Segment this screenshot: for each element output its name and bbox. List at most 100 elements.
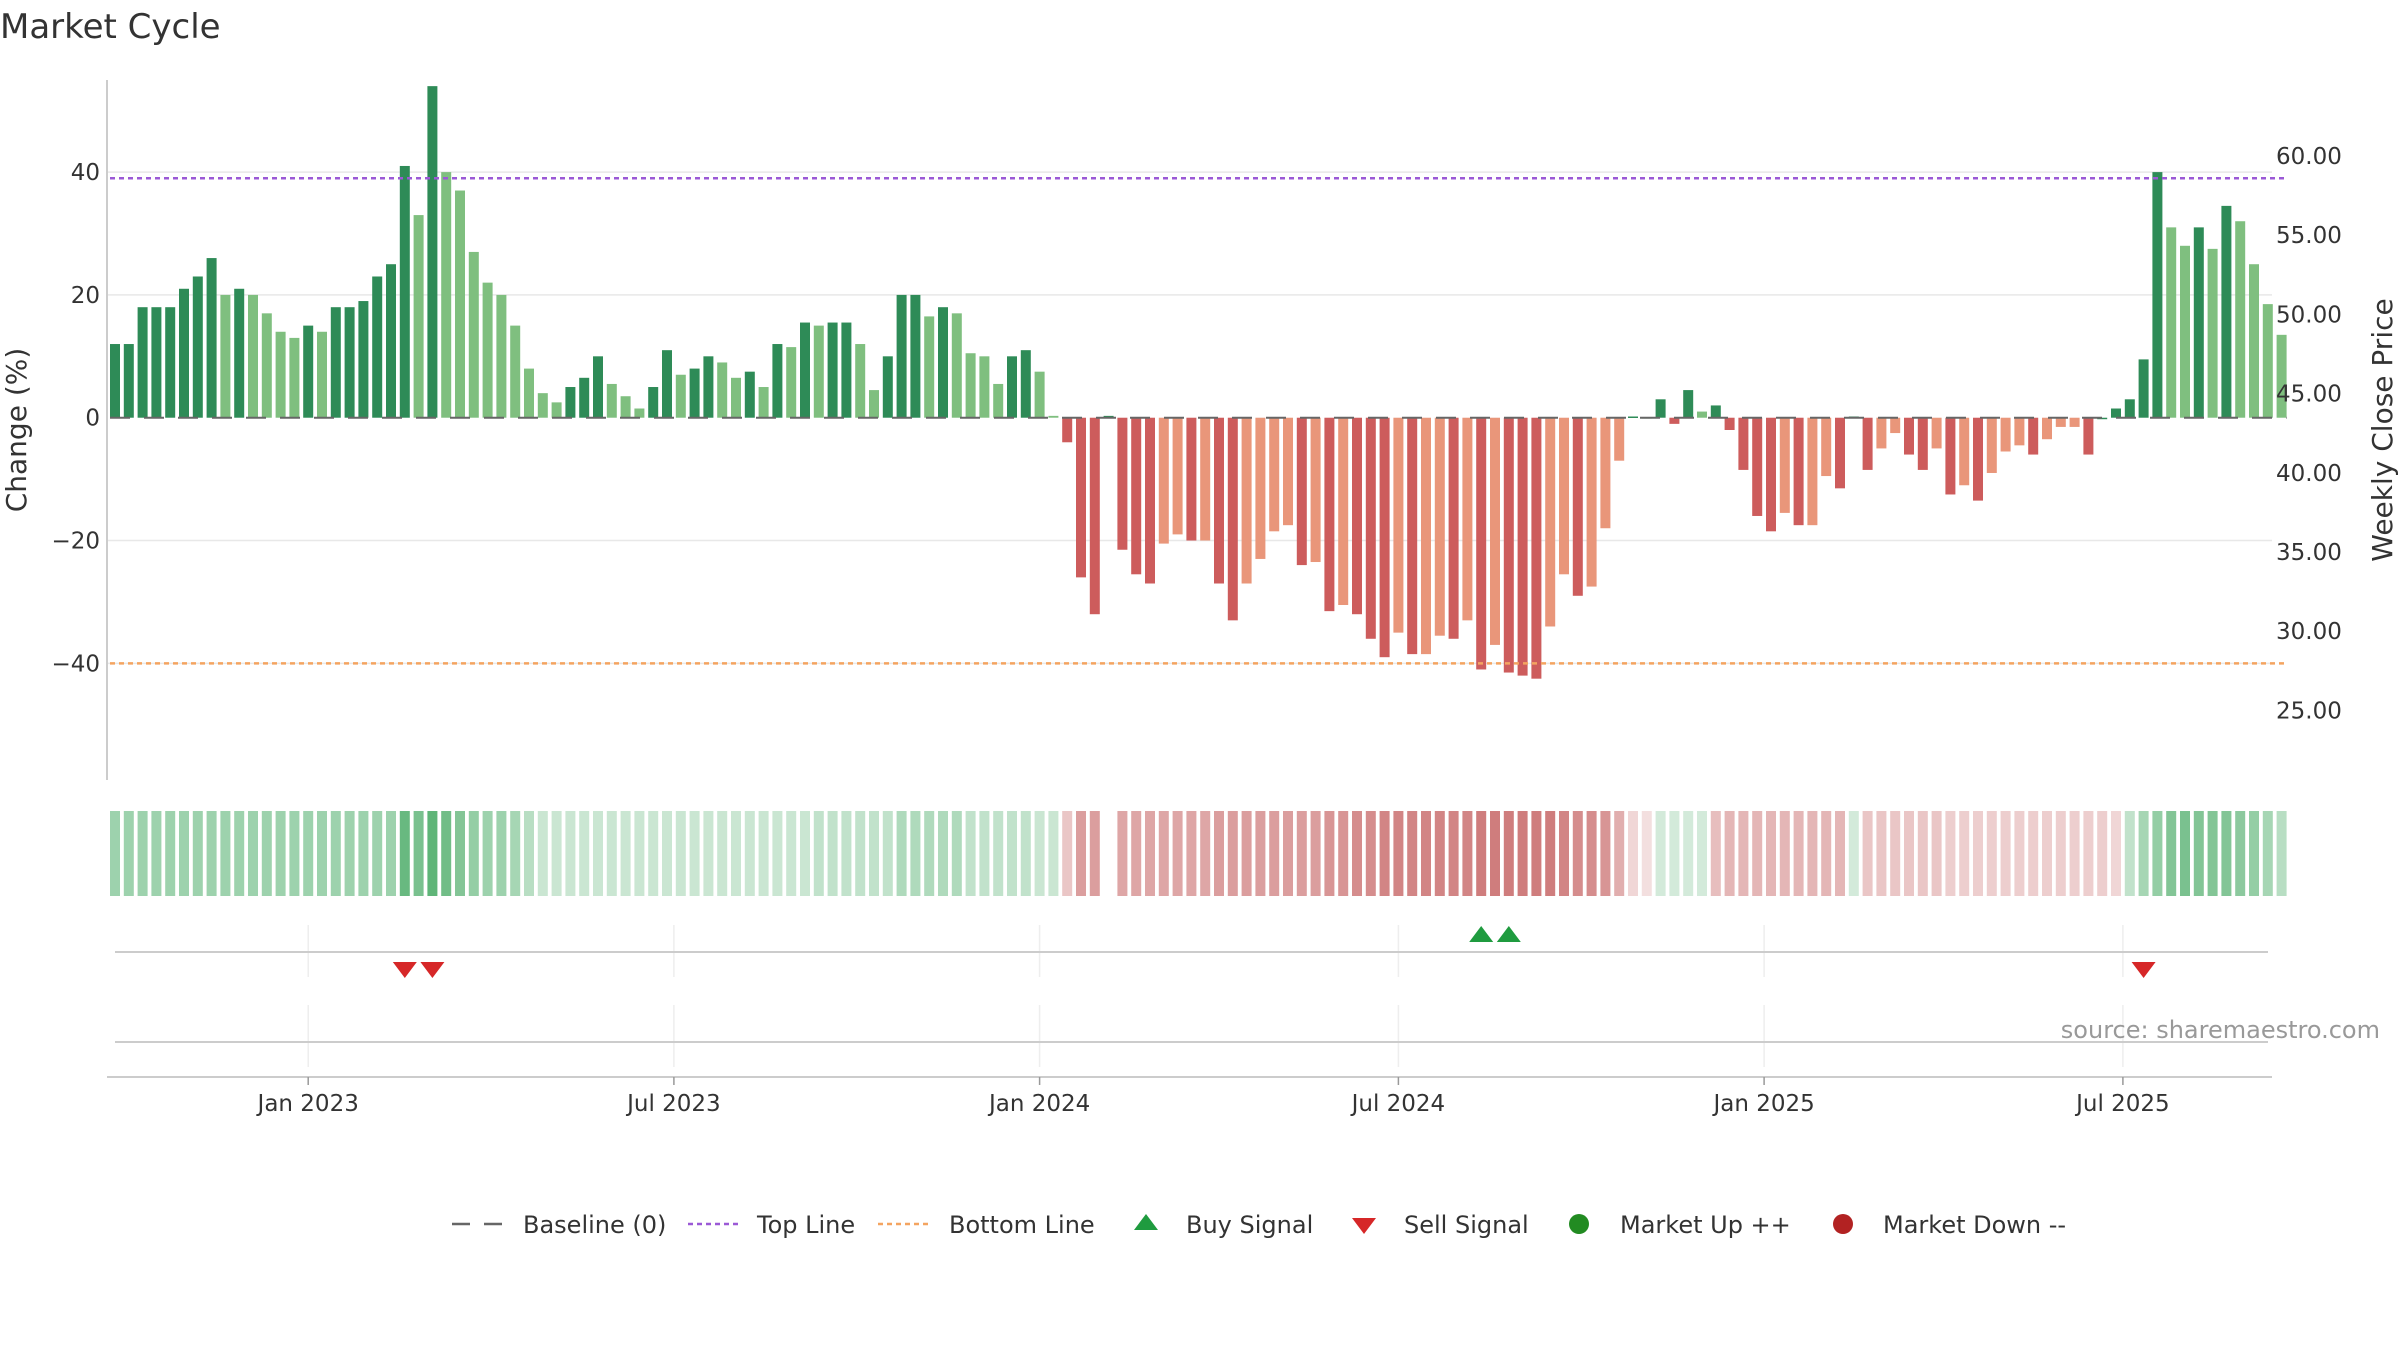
signals-markers [392, 926, 2156, 978]
strip-cell [1172, 811, 1183, 896]
strip-cell [220, 811, 231, 896]
bar [565, 387, 576, 418]
bar [2276, 334, 2287, 418]
strip-cell [1020, 811, 1031, 896]
strip-cell [565, 811, 576, 896]
strip-cell [1669, 811, 1680, 896]
strip-cell [675, 811, 686, 896]
strip-cell [234, 811, 245, 896]
legend-market-down: Market Down -- [1883, 1211, 2066, 1239]
strip-cell [1089, 811, 1100, 896]
strip-cell [648, 811, 659, 896]
y2-tick-labels: 60.00 55.00 50.00 45.00 40.00 35.00 30.00 25.00 [2276, 144, 2342, 724]
bar [731, 377, 741, 418]
strip-cell [179, 811, 189, 896]
strip-cell [1490, 811, 1500, 896]
strip-cell [1352, 811, 1362, 896]
strip-cell [827, 811, 838, 896]
bar [510, 325, 521, 418]
strip-cell [1269, 811, 1280, 896]
strip-cell [593, 811, 603, 896]
bar [689, 368, 700, 418]
bar [2193, 227, 2204, 418]
strip-cell [1959, 811, 1970, 896]
bar [1352, 417, 1362, 615]
bar [482, 282, 493, 418]
y2-tick-label: 55.00 [2276, 223, 2342, 249]
strip-cell [1945, 811, 1956, 896]
strip-cell [1283, 811, 1293, 896]
strip-cell [2014, 811, 2025, 896]
strip-cell [606, 811, 617, 896]
strip-cell [1973, 811, 1983, 896]
x-tick-label: Jan 2024 [987, 1091, 1090, 1117]
bar [248, 294, 258, 418]
sell-signal-marker [392, 962, 417, 978]
strip-cell [758, 811, 769, 896]
y-axis-label: Change (%) [0, 348, 33, 513]
bar [1793, 417, 1804, 526]
strip-cell [620, 811, 631, 896]
y-tick-label: 40 [71, 160, 100, 186]
strip-cell [772, 811, 783, 896]
strip-cell [896, 811, 907, 896]
bar [1655, 399, 1666, 418]
bar [1214, 417, 1224, 584]
bar [772, 344, 783, 418]
bar [855, 344, 866, 418]
bar [2180, 245, 2190, 418]
strip-cell [2083, 811, 2094, 896]
strip-cell [1572, 811, 1583, 896]
legend-market-up-icon [1569, 1214, 1589, 1234]
bar [1600, 417, 1611, 529]
strip-cell [1338, 811, 1349, 896]
bar [441, 172, 452, 418]
bar [1310, 417, 1321, 563]
bar [192, 276, 203, 418]
bar [758, 387, 769, 418]
bar [358, 301, 369, 418]
strip-cell [275, 811, 286, 896]
strip-cell [303, 811, 314, 896]
strip-cell [869, 811, 879, 896]
bar [1821, 417, 1832, 477]
legend-buy-signal: Buy Signal [1186, 1211, 1313, 1239]
bar [1752, 417, 1763, 516]
bar [206, 258, 217, 418]
y2-tick-label: 40.00 [2276, 461, 2342, 487]
sell-signal-marker [2131, 962, 2156, 978]
bar [2000, 417, 2011, 452]
y-tick-label: 0 [85, 406, 100, 432]
x-tick-label: Jul 2023 [625, 1091, 721, 1117]
bar [1862, 417, 1873, 470]
strip-cell [1365, 811, 1376, 896]
bar [1145, 417, 1155, 584]
bar [1669, 417, 1680, 424]
strip-cell [1200, 811, 1211, 896]
strip-cell [579, 811, 590, 896]
bar [1697, 411, 1707, 418]
legend-sell-icon [1352, 1218, 1376, 1234]
bar [1434, 417, 1445, 636]
bar [979, 356, 990, 418]
bar [1545, 417, 1556, 627]
bar [717, 362, 728, 418]
legend-baseline: Baseline (0) [523, 1211, 666, 1239]
strip-cell [2138, 811, 2149, 896]
bar [951, 313, 962, 418]
strip-cell [1986, 811, 1997, 896]
change-bars [110, 86, 2287, 679]
bar [234, 288, 245, 418]
x-tick-label: Jul 2025 [2074, 1091, 2170, 1117]
strip-cell [841, 811, 852, 896]
bar [1710, 405, 1721, 418]
bar [1683, 390, 1694, 418]
x-tick-labels: Jan 2023 Jul 2023 Jan 2024 Jul 2024 Jan 2025… [256, 1077, 2170, 1117]
bar [993, 383, 1004, 418]
strip-cell [1076, 811, 1086, 896]
strip-cell [924, 811, 935, 896]
bar [1338, 417, 1349, 605]
strip-cell [1462, 811, 1473, 896]
strip-cell [537, 811, 548, 896]
strip-cell [1641, 811, 1652, 896]
